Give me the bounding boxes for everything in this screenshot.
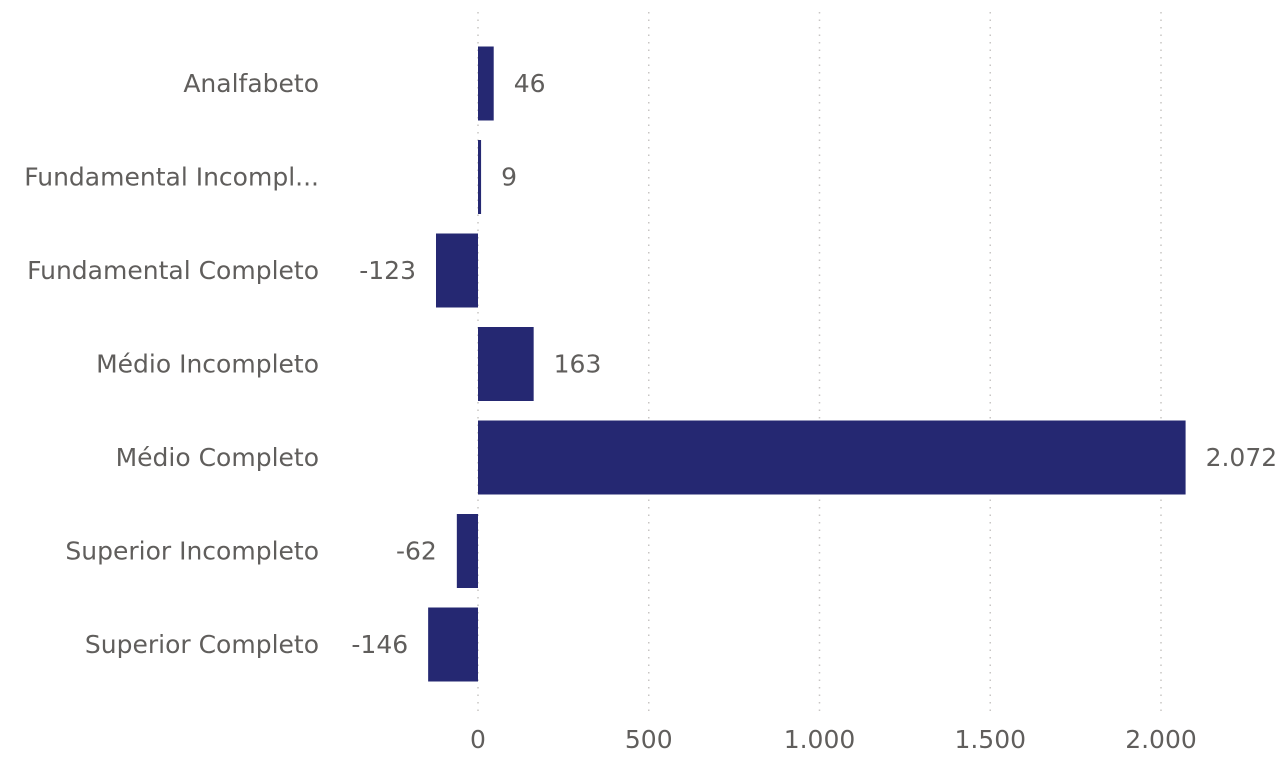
data-label: 46	[514, 69, 546, 98]
x-tick-label: 1.500	[954, 725, 1026, 754]
category-label: Superior Completo	[85, 630, 319, 659]
bar	[478, 420, 1186, 495]
x-tick-label: 0	[470, 725, 486, 754]
data-label: 163	[554, 350, 602, 379]
bar	[478, 46, 494, 121]
bar	[428, 607, 478, 682]
x-tick-label: 2.000	[1125, 725, 1197, 754]
category-label: Fundamental Incompl...	[24, 163, 319, 192]
data-label: 2.072	[1206, 443, 1276, 472]
data-labels: 46 9 -123 163 2.072 -62 -146	[351, 69, 1276, 659]
category-label: Médio Incompleto	[96, 350, 319, 379]
data-label: -62	[396, 537, 437, 566]
category-label: Superior Incompleto	[65, 537, 319, 566]
category-label: Analfabeto	[183, 69, 319, 98]
x-axis-ticks: 0 500 1.000 1.500 2.000	[470, 725, 1197, 754]
bar	[478, 327, 534, 401]
x-tick-label: 500	[625, 725, 673, 754]
category-label: Fundamental Completo	[27, 256, 319, 285]
bar	[435, 233, 478, 308]
bars	[428, 46, 1186, 682]
category-labels: Analfabeto Fundamental Incompl... Fundamen…	[24, 69, 319, 659]
bar	[456, 514, 478, 588]
data-label: -146	[351, 630, 408, 659]
bar	[478, 140, 482, 214]
data-label: 9	[501, 163, 517, 192]
data-label: -123	[359, 256, 416, 285]
x-tick-label: 1.000	[784, 725, 856, 754]
gridlines	[477, 12, 1162, 715]
category-label: Médio Completo	[116, 443, 319, 472]
